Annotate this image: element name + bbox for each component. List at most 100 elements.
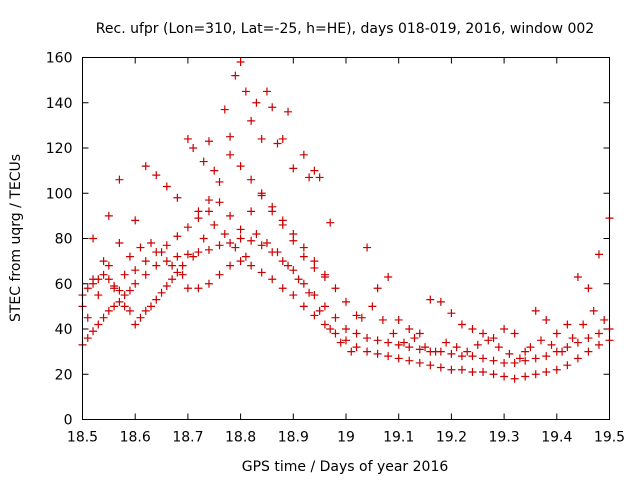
data-point [284, 107, 293, 116]
data-point [247, 236, 256, 245]
data-point [299, 279, 308, 288]
data-point [531, 370, 540, 379]
data-point [457, 352, 466, 361]
data-points [78, 58, 614, 383]
data-point [289, 164, 298, 173]
data-point [500, 372, 509, 381]
data-point [157, 248, 166, 257]
data-point [542, 367, 551, 376]
data-point [510, 358, 519, 367]
data-point [521, 356, 530, 365]
data-point [426, 295, 435, 304]
data-point [231, 71, 240, 80]
data-point [457, 365, 466, 374]
data-point [168, 275, 177, 284]
data-point [489, 370, 498, 379]
data-point [83, 313, 92, 322]
data-point [310, 166, 319, 175]
data-point [531, 306, 540, 315]
data-point [131, 320, 140, 329]
y-axis-label: STEC from uqrg / TECUs [8, 154, 24, 322]
data-point [310, 311, 319, 320]
data-point [94, 320, 103, 329]
data-point [131, 266, 140, 275]
y-tick-label: 20 [55, 367, 73, 383]
data-point [231, 243, 240, 252]
data-point [463, 347, 472, 356]
data-point [436, 297, 445, 306]
data-point [157, 288, 166, 297]
data-point [262, 239, 271, 248]
data-point [405, 356, 414, 365]
data-point [189, 144, 198, 152]
data-point [305, 173, 314, 182]
data-point [347, 347, 356, 356]
data-point [320, 320, 329, 329]
x-tick-label: 18.7 [172, 430, 203, 446]
data-point [436, 363, 445, 372]
data-point [421, 343, 430, 352]
data-point [173, 268, 182, 277]
data-point [147, 239, 156, 248]
data-point [447, 349, 456, 358]
data-point [278, 284, 287, 293]
data-point [600, 315, 609, 324]
data-point [405, 325, 414, 333]
data-point [162, 241, 171, 250]
data-point [183, 134, 192, 143]
data-point [120, 302, 129, 311]
data-point [120, 270, 129, 279]
data-point [199, 157, 208, 166]
data-point [315, 306, 324, 315]
data-point [215, 177, 224, 186]
data-point [299, 150, 308, 159]
data-point [289, 229, 298, 238]
chart-title: Rec. ufpr (Lon=310, Lat=-25, h=HE), days… [96, 21, 594, 37]
data-point [357, 313, 366, 322]
data-point [215, 241, 224, 250]
x-tick-label: 19.1 [383, 430, 414, 446]
data-point [99, 270, 108, 279]
data-point [558, 347, 567, 356]
data-point [89, 327, 98, 336]
data-point [99, 257, 108, 266]
data-point [352, 329, 361, 338]
data-point [268, 275, 277, 284]
x-tick-label: 19.4 [541, 430, 572, 446]
data-point [247, 261, 256, 270]
data-point [226, 239, 235, 248]
data-point [494, 343, 503, 352]
data-point [168, 261, 177, 270]
data-point [289, 266, 298, 275]
data-point [278, 134, 287, 143]
data-point [589, 306, 598, 315]
data-point [468, 352, 477, 361]
data-point [563, 320, 572, 329]
data-point [594, 250, 603, 259]
data-point [252, 98, 261, 107]
data-point [247, 175, 256, 184]
data-point [115, 239, 124, 248]
data-point [162, 257, 171, 266]
data-point [573, 338, 582, 347]
data-point [294, 275, 303, 284]
data-point [89, 275, 98, 284]
data-point [447, 309, 456, 318]
data-point [284, 261, 293, 270]
data-point [568, 334, 577, 343]
y-axis-ticks: 0 20 40 60 80 100 120 140 160 [46, 51, 610, 429]
data-point [305, 288, 314, 297]
data-point [310, 257, 319, 266]
data-point [542, 315, 551, 324]
y-tick-label: 80 [55, 232, 73, 248]
data-point [352, 343, 361, 352]
data-point [331, 284, 340, 293]
data-point [594, 329, 603, 338]
data-point [226, 211, 235, 220]
data-point [299, 243, 308, 252]
data-point [273, 248, 282, 257]
x-tick-label: 18.5 [67, 430, 98, 446]
data-point [500, 325, 509, 333]
data-point [183, 284, 192, 293]
data-point [257, 241, 266, 250]
